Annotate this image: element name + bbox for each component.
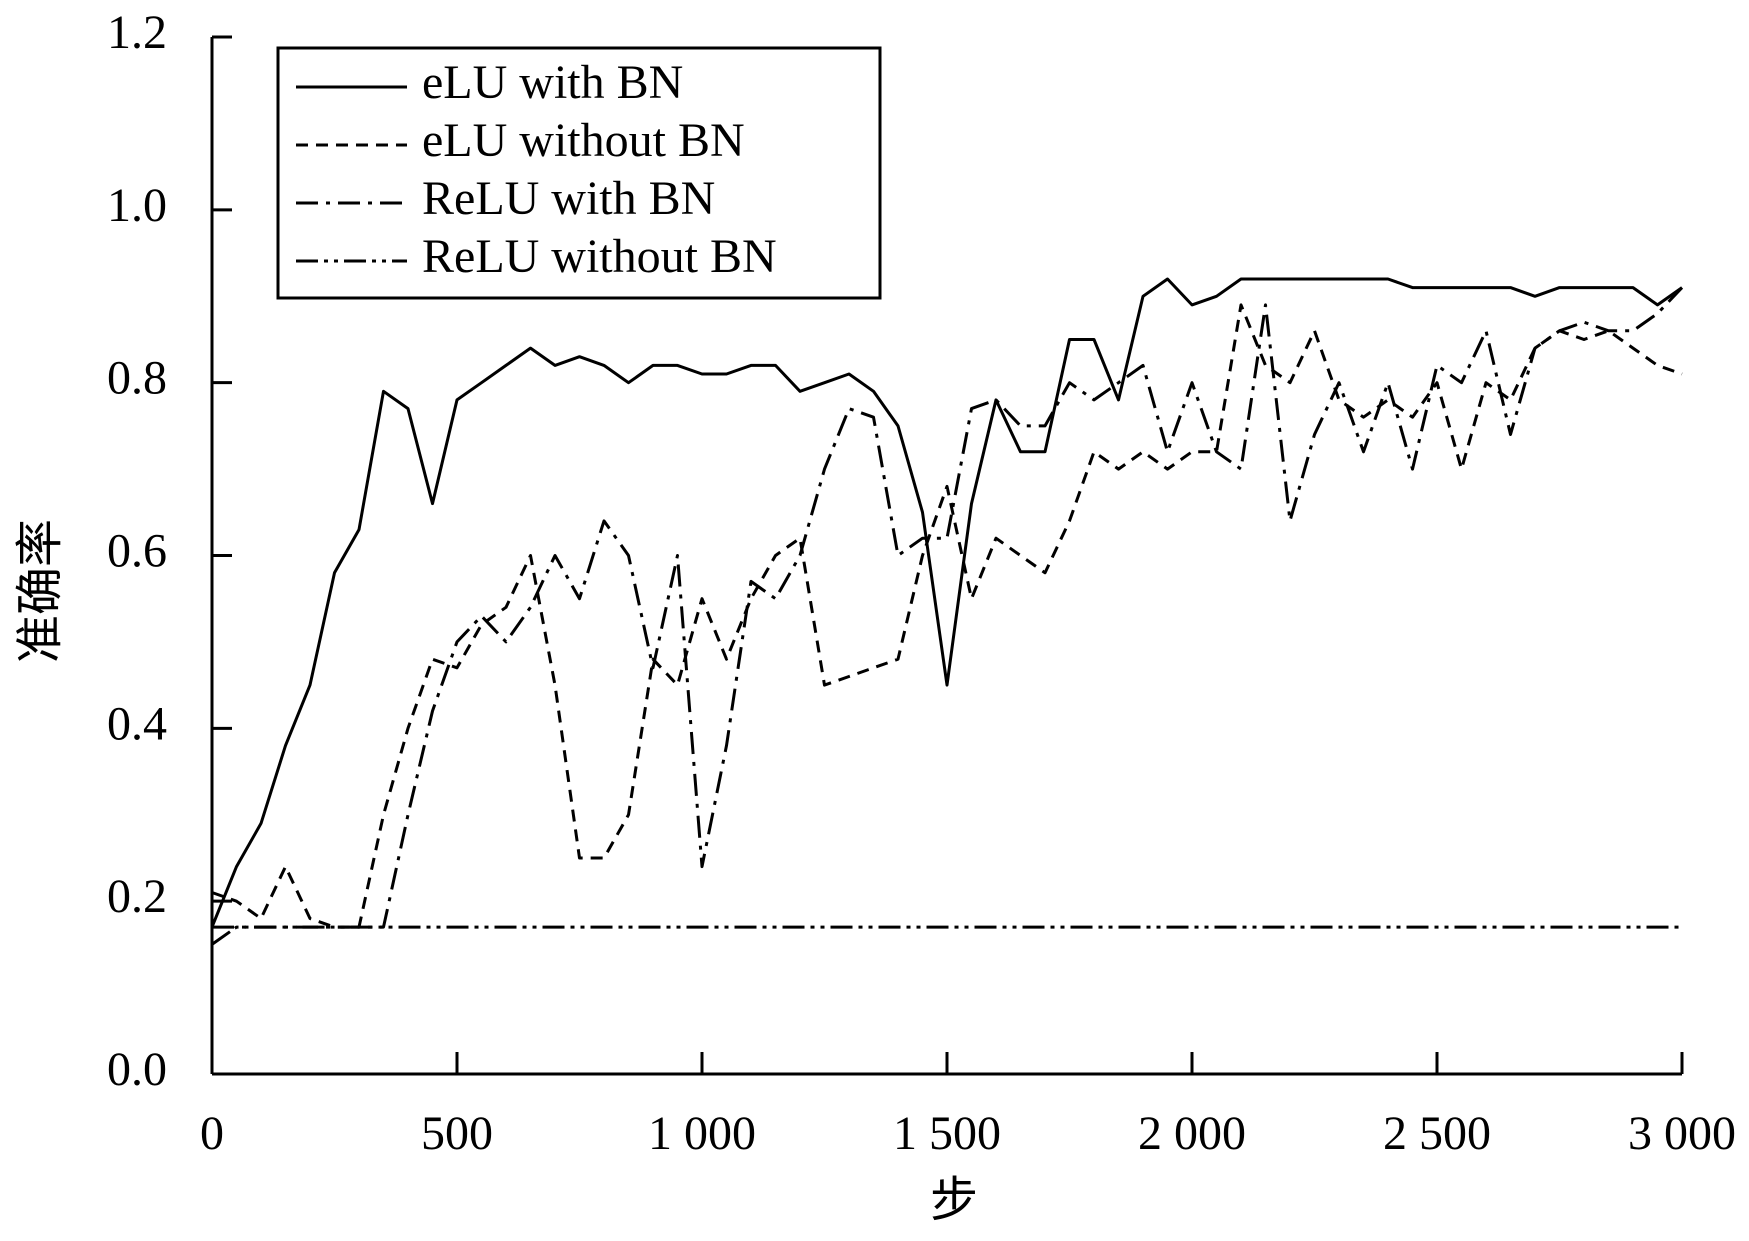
y-tick-label: 0.8 xyxy=(107,352,167,405)
legend-label: ReLU with BN xyxy=(422,172,715,225)
x-axis-label: 步 xyxy=(930,1174,978,1227)
x-tick-label: 1 500 xyxy=(893,1107,1001,1160)
x-tick-label: 500 xyxy=(421,1107,493,1160)
series-line xyxy=(211,925,1682,946)
legend-box xyxy=(276,46,882,300)
x-tick-label: 0 xyxy=(200,1107,224,1160)
series-line xyxy=(211,303,1683,929)
y-tick-label: 1.2 xyxy=(107,6,167,59)
y-tick-label: 0.6 xyxy=(107,525,167,578)
x-tick-label: 3 000 xyxy=(1628,1107,1736,1160)
y-axis-label: 准确率 xyxy=(14,519,67,663)
y-tick-label: 0.4 xyxy=(107,697,167,750)
legend-label: ReLU without BN xyxy=(422,230,777,283)
x-tick-label: 2 000 xyxy=(1138,1107,1246,1160)
legend-label: eLU with BN xyxy=(422,56,683,109)
x-tick-label: 2 500 xyxy=(1383,1107,1491,1160)
legend-label: eLU without BN xyxy=(422,114,745,167)
series-line xyxy=(212,286,1684,929)
x-tick-label: 1 000 xyxy=(648,1107,756,1160)
y-tick-label: 1.0 xyxy=(107,179,167,232)
series-line xyxy=(210,277,1683,928)
y-tick-label: 0.2 xyxy=(107,870,167,923)
y-tick-label: 0.0 xyxy=(107,1043,167,1096)
